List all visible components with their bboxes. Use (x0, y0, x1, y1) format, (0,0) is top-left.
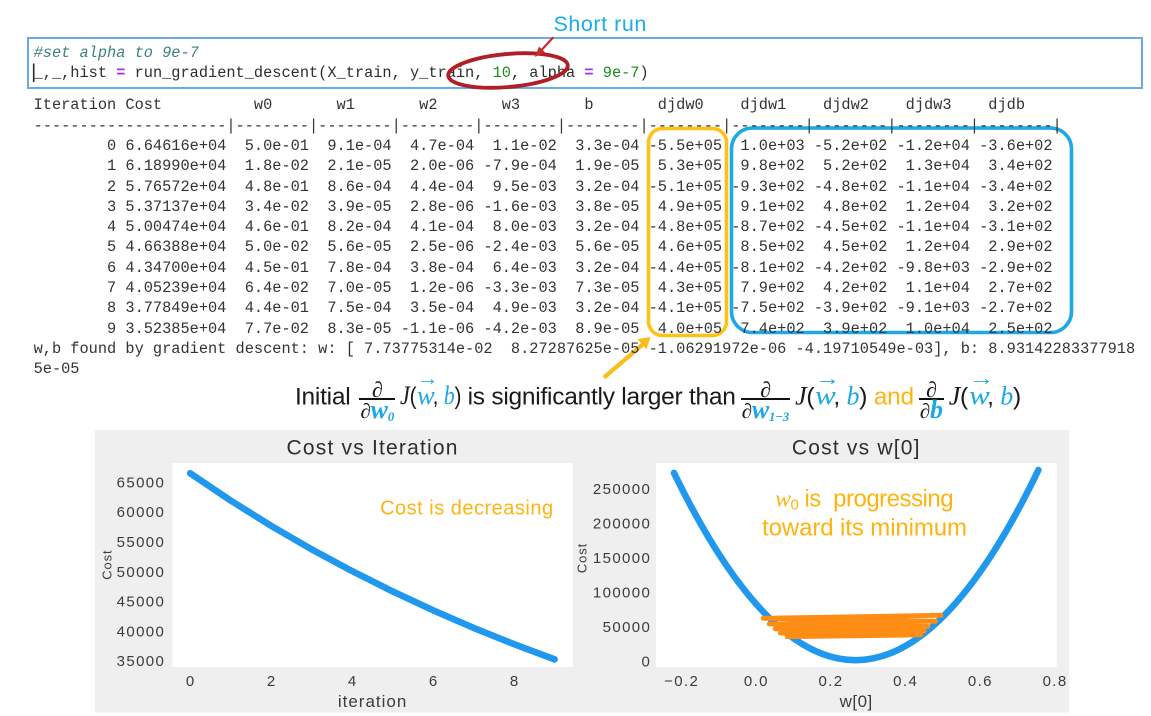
svg-text:250000: 250000 (592, 481, 650, 498)
svg-text:0.6: 0.6 (967, 673, 992, 690)
svg-text:toward its minimum: toward its minimum (762, 514, 967, 541)
svg-text:40000: 40000 (116, 623, 165, 640)
svg-text:Cost vs Iteration: Cost vs Iteration (286, 437, 458, 460)
svg-text:60000: 60000 (116, 504, 165, 521)
svg-text:0: 0 (641, 653, 651, 670)
svg-text:w[0]: w[0] (838, 692, 872, 711)
svg-text:0.2: 0.2 (818, 673, 843, 690)
svg-text:0: 0 (185, 673, 193, 690)
svg-text:65000: 65000 (116, 474, 165, 491)
svg-text:200000: 200000 (592, 516, 650, 533)
svg-text:−0.2: −0.2 (664, 673, 699, 690)
svg-text:0.8: 0.8 (1042, 673, 1067, 690)
svg-text:6: 6 (428, 673, 436, 690)
svg-text:0.4: 0.4 (893, 673, 918, 690)
svg-text:Cost vs w[0]: Cost vs w[0] (791, 437, 920, 460)
svg-text:8: 8 (509, 673, 517, 690)
svg-text:50000: 50000 (116, 564, 165, 581)
svg-text:iteration: iteration (337, 692, 406, 711)
svg-text:150000: 150000 (592, 550, 650, 567)
svg-text:Cost: Cost (99, 549, 114, 579)
svg-text:w0 is progressing: w0 is progressing (774, 486, 952, 514)
svg-text:0.0: 0.0 (743, 673, 768, 690)
svg-text:50000: 50000 (602, 619, 651, 636)
svg-text:Cost: Cost (574, 543, 589, 573)
svg-text:55000: 55000 (116, 534, 165, 551)
svg-text:2: 2 (266, 673, 274, 690)
svg-text:Cost is decreasing: Cost is decreasing (380, 497, 554, 519)
svg-text:100000: 100000 (592, 584, 650, 601)
svg-text:4: 4 (347, 673, 355, 690)
svg-text:45000: 45000 (116, 594, 165, 611)
svg-text:35000: 35000 (116, 653, 165, 670)
